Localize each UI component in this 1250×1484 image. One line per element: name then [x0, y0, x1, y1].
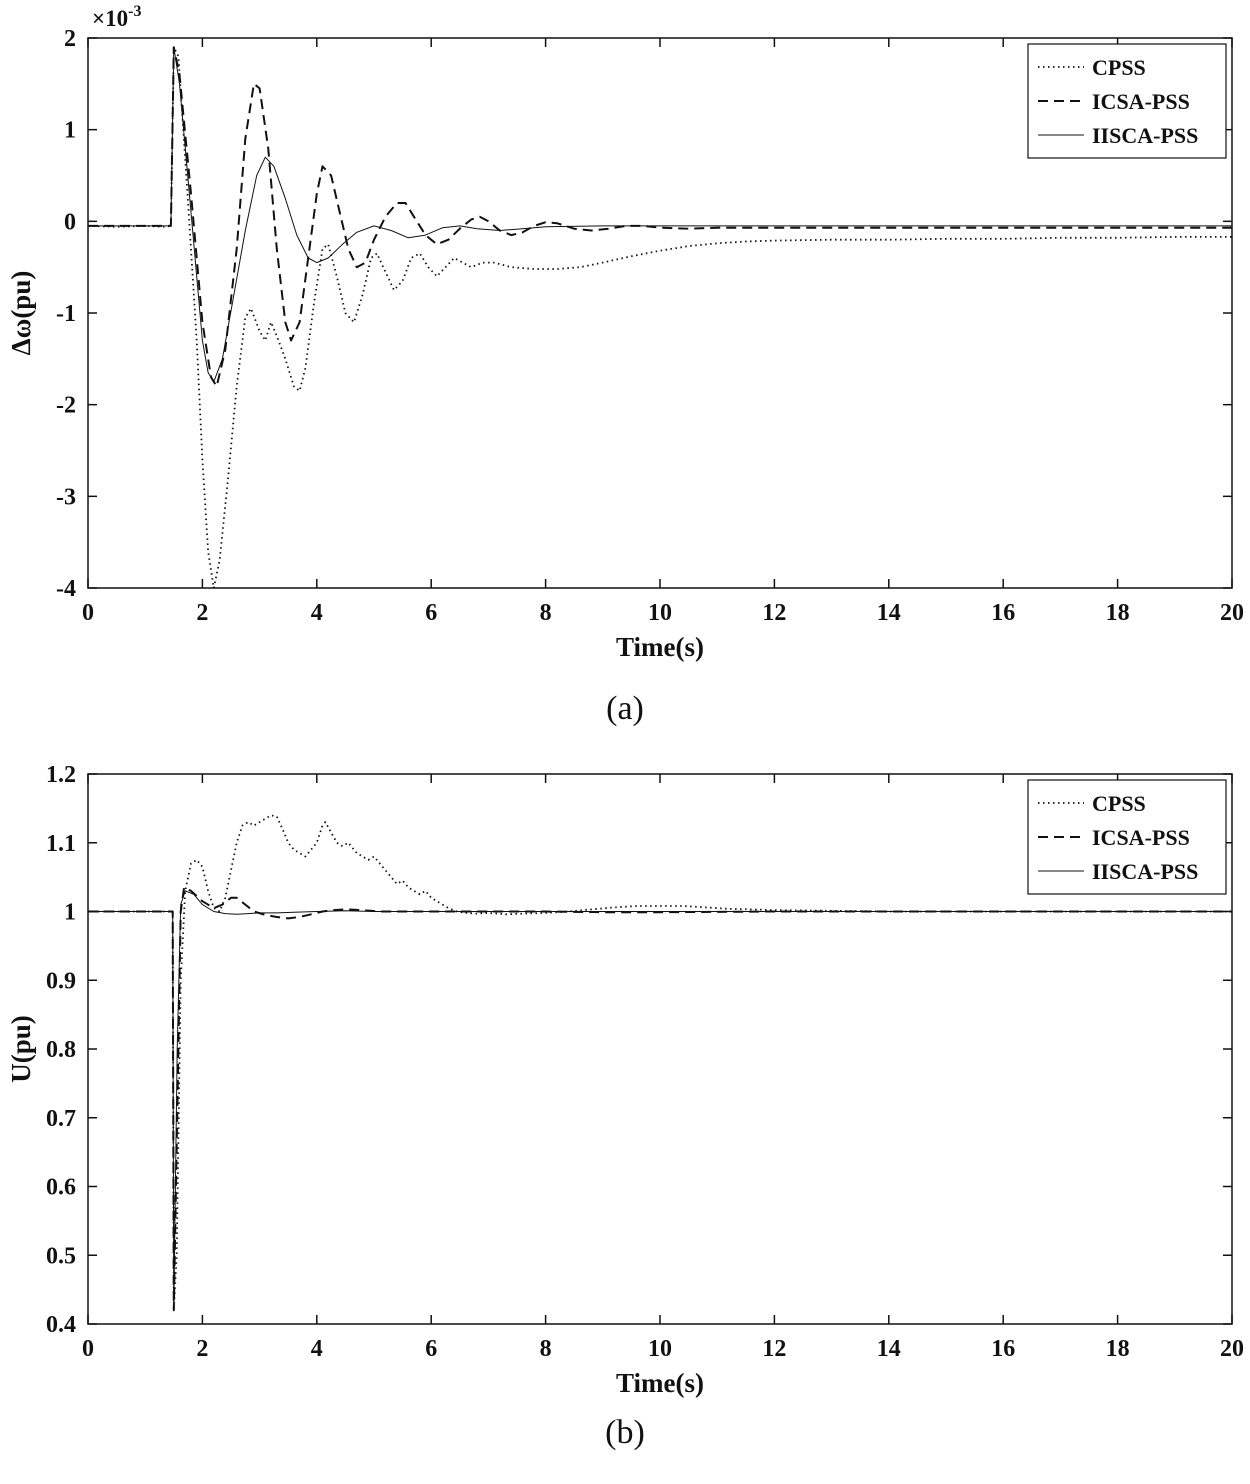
x-tick-label: 4 — [311, 600, 323, 626]
chart-b-canvas: 0 2 4 6 8 10 12 14 16 18 20 1.2 1.1 1 0.9 0.8 0.7 0.6 0.5 0… — [6, 762, 1244, 1398]
y-exponent-label: ×10-3 — [92, 3, 141, 31]
x-tick-label: 20 — [1220, 600, 1244, 626]
x-tick-label: 10 — [648, 600, 672, 626]
x-tick-label: 6 — [425, 600, 437, 626]
y-tick-label: 1.1 — [46, 831, 76, 857]
y-tick-label: 1.2 — [46, 762, 76, 788]
x-tick-label: 18 — [1106, 1336, 1130, 1362]
x-tick-label: 2 — [196, 600, 208, 626]
x-tick-label: 12 — [762, 600, 786, 626]
x-tick-label: 0 — [82, 600, 94, 626]
x-tick-label: 8 — [540, 1336, 552, 1362]
chart-b: 0 2 4 6 8 10 12 14 16 18 20 1.2 1.1 1 0.9 0.8 0.7 0.6 0.5 0… — [0, 744, 1250, 1468]
x-tick-label: 4 — [311, 1336, 323, 1362]
chart-a-caption: (a) — [606, 690, 644, 727]
x-tick-label: 16 — [991, 600, 1015, 626]
series-line-IISCA-PSS — [88, 46, 1232, 383]
x-axis-label: Time(s) — [616, 1368, 704, 1398]
y-axis-label: U(pu) — [6, 1015, 36, 1083]
x-tick-label: 8 — [540, 600, 552, 626]
y-axis-label: Δω(pu) — [6, 271, 36, 356]
x-tick-label: 14 — [877, 1336, 901, 1362]
series-line-CPSS — [88, 814, 1232, 1312]
legend-label-CPSS: CPSS — [1092, 55, 1146, 80]
x-tick-label: 12 — [762, 1336, 786, 1362]
x-tick-label: 2 — [196, 1336, 208, 1362]
y-tick-label: 0.9 — [46, 968, 76, 994]
legend-label-IISCA-PSS: IISCA-PSS — [1092, 859, 1198, 884]
x-tick-label: 20 — [1220, 1336, 1244, 1362]
y-tick-label: 0.6 — [46, 1175, 76, 1201]
series-line-IISCA-PSS — [88, 890, 1232, 1311]
y-tick-label: 1 — [64, 900, 76, 926]
x-tick-label: 18 — [1106, 600, 1130, 626]
x-axis-label: Time(s) — [616, 632, 704, 662]
legend-label-CPSS: CPSS — [1092, 791, 1146, 816]
y-tick-label: 0.7 — [46, 1106, 76, 1132]
y-tick-label: -2 — [56, 393, 76, 419]
y-tick-label: 1 — [64, 118, 76, 144]
x-tick-label: 14 — [877, 600, 901, 626]
legend-label-ICSA-PSS: ICSA-PSS — [1092, 825, 1190, 850]
chart-a: 0 2 4 6 8 10 12 14 16 18 20 2 1 0 -1 -2 -3 -4 ×10-3 Time(s)… — [6, 3, 1244, 727]
x-tick-label: 6 — [425, 1336, 437, 1362]
y-tick-label: -3 — [56, 484, 76, 510]
legend-label-IISCA-PSS: IISCA-PSS — [1092, 123, 1198, 148]
x-tick-label: 10 — [648, 1336, 672, 1362]
y-tick-label: 0 — [64, 209, 76, 235]
x-tick-label: 0 — [82, 1336, 94, 1362]
y-tick-label: 0.4 — [46, 1312, 76, 1338]
y-tick-label: 0.5 — [46, 1243, 76, 1269]
x-tick-label: 16 — [991, 1336, 1015, 1362]
y-tick-label: 0.8 — [46, 1037, 76, 1063]
chart-a-canvas: 0 2 4 6 8 10 12 14 16 18 20210-1-2-3-4×10-3Time(s)… — [6, 3, 1244, 662]
legend-label-ICSA-PSS: ICSA-PSS — [1092, 89, 1190, 114]
y-tick-label: 2 — [64, 26, 76, 52]
series-line-ICSA-PSS — [88, 46, 1232, 388]
series-line-ICSA-PSS — [88, 886, 1232, 1312]
chart-b-caption: (b) — [605, 1414, 645, 1451]
y-tick-label: -1 — [56, 301, 76, 327]
y-tick-label: -4 — [56, 576, 76, 602]
